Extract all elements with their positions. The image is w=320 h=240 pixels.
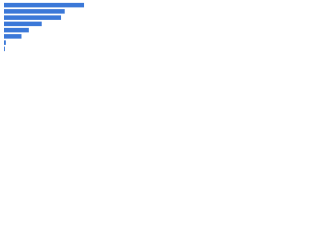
bar bbox=[4, 21, 42, 27]
bar bbox=[4, 9, 65, 14]
bar bbox=[4, 2, 85, 8]
bar bbox=[4, 40, 6, 45]
bar bbox=[4, 34, 22, 39]
bar bbox=[4, 46, 5, 52]
bar bbox=[4, 15, 62, 20]
chart bbox=[4, 2, 85, 52]
page: (() => { const data = JSON.parse(documen… bbox=[0, 0, 320, 71]
bar bbox=[4, 27, 29, 33]
